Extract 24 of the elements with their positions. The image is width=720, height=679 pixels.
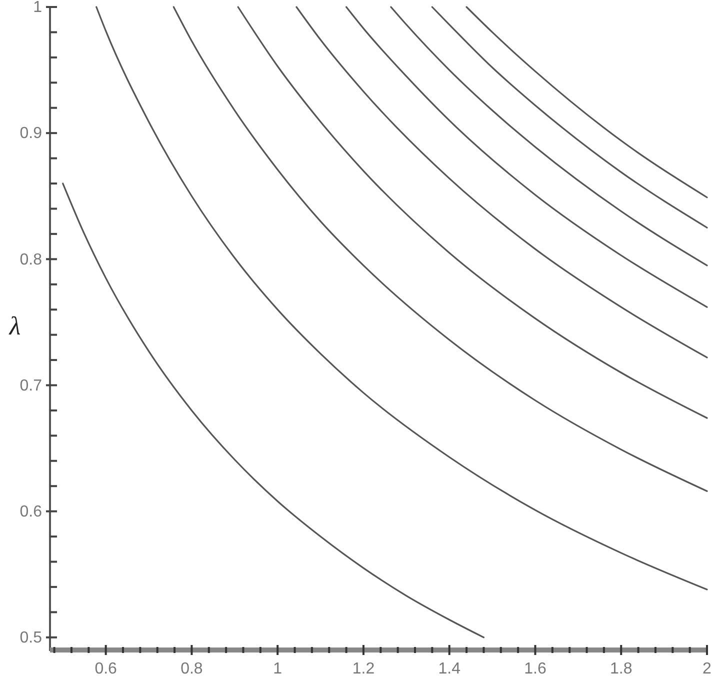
- x-tick-label: 1.4: [438, 660, 461, 678]
- line-series: [345, 6, 708, 308]
- y-tick-label: 0.8: [20, 251, 42, 268]
- y-axis-title: λ: [8, 311, 21, 340]
- y-tick-label: 0.9: [20, 125, 42, 142]
- x-tick-label: 0.8: [180, 660, 203, 678]
- x-tick-label: 1: [273, 660, 282, 678]
- x-tick-label: 0.6: [94, 660, 118, 678]
- y-tick-label: 0.6: [20, 503, 42, 520]
- line-series: [172, 6, 708, 492]
- line-series: [431, 6, 708, 228]
- y-tick-label: 1: [33, 0, 42, 16]
- x-tick-label: 1.2: [352, 660, 375, 678]
- y-tick-label: 0.5: [20, 630, 42, 647]
- line-series: [96, 6, 708, 590]
- line-series: [296, 6, 708, 358]
- line-series: [390, 6, 708, 266]
- x-tick-label: 2: [702, 660, 712, 678]
- line-series: [237, 6, 708, 419]
- x-tick-label: 1.8: [610, 660, 632, 678]
- line-series: [62, 182, 485, 638]
- line-series: [466, 6, 708, 198]
- x-tick-label: 1.6: [524, 660, 546, 678]
- y-tick-label: 0.7: [20, 377, 42, 394]
